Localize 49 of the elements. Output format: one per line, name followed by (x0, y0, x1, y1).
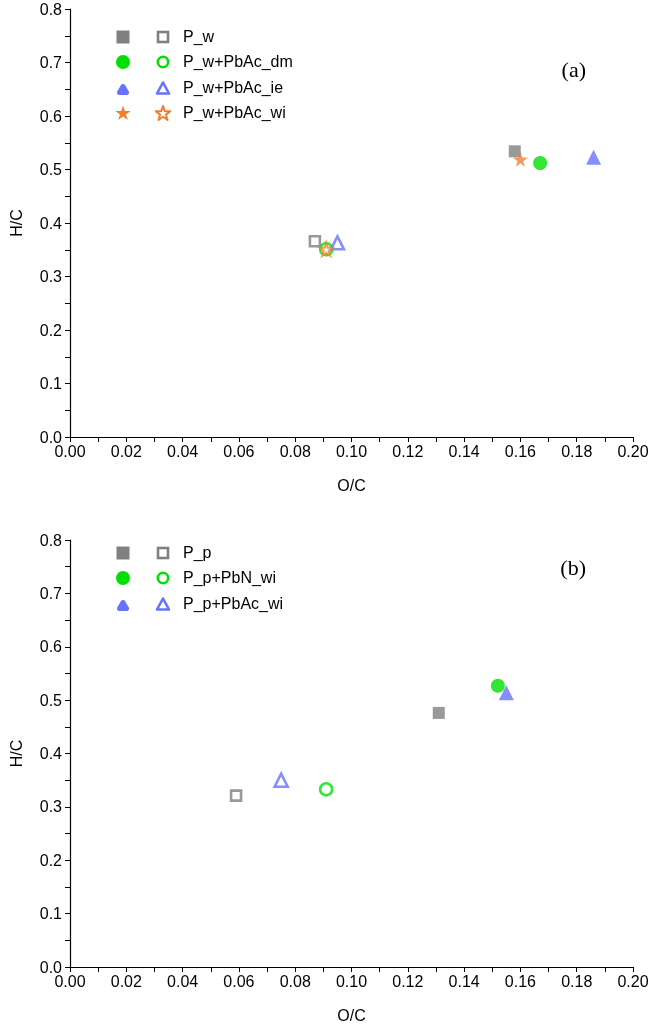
y-tick-label: 0.4 (39, 214, 63, 232)
y-tick-label: 0.4 (39, 745, 63, 762)
x-tick-label: 0.08 (279, 972, 311, 990)
x-tick-label: 0.20 (617, 972, 649, 990)
legend-label: P_w (183, 28, 215, 46)
legend-label: P_p+PbN_wi (183, 569, 276, 588)
x-tick-label: 0.16 (504, 972, 537, 990)
y-tick-label: 0.5 (39, 691, 63, 709)
x-tick-label: 0.16 (504, 442, 537, 460)
annotation: (b) (560, 554, 586, 580)
y-axis-title: H/C (7, 209, 25, 237)
y-tick-label: 0.6 (39, 638, 63, 656)
annotation: (a) (561, 56, 586, 82)
y-tick-label: 0.8 (39, 531, 63, 549)
x-axis-title: O/C (337, 476, 366, 494)
x-tick-label: 0.06 (223, 972, 255, 990)
x-tick-label: 0.12 (392, 442, 424, 460)
x-tick-label: 0.04 (167, 442, 199, 460)
x-tick-label: 0.20 (617, 442, 649, 460)
legend-label: P_p (183, 544, 212, 562)
x-tick-label: 0.18 (561, 972, 593, 990)
legend-label: P_w+PbAc_dm (183, 53, 293, 72)
y-tick-label: 0.5 (39, 161, 63, 178)
x-tick-label: 0.06 (223, 442, 255, 460)
x-tick-label: 0.10 (335, 442, 368, 460)
x-tick-label: 0.04 (167, 972, 199, 990)
x-tick-label: 0.14 (448, 442, 480, 460)
y-tick-label: 0.1 (39, 905, 63, 923)
x-tick-label: 0.14 (448, 972, 480, 990)
x-tick-label: 0.02 (110, 972, 142, 990)
y-tick-label: 0.7 (39, 54, 63, 71)
legend-label: P_w+PbAc_wi (183, 104, 286, 123)
x-tick-label: 0.10 (335, 972, 368, 990)
x-axis-title: O/C (337, 1006, 366, 1024)
x-tick-label: 0.02 (110, 442, 142, 460)
y-tick-label: 0.8 (39, 0, 63, 18)
y-tick-label: 0.3 (39, 268, 63, 285)
legend-label: P_w+PbAc_ie (183, 78, 284, 97)
y-axis-title: H/C (7, 739, 25, 768)
y-tick-label: 0.2 (39, 851, 63, 869)
y-tick-label: 0.7 (39, 584, 63, 602)
y-tick-label: 0.1 (39, 375, 63, 392)
legend-label: P_p+PbAc_wi (183, 594, 284, 613)
y-tick-label: 0.2 (39, 321, 63, 339)
y-tick-label: 0.6 (39, 107, 63, 125)
x-tick-label: 0.18 (561, 442, 593, 460)
x-tick-label: 0.08 (279, 442, 311, 460)
y-tick-label: 0.3 (39, 798, 63, 816)
x-tick-label: 0.12 (392, 972, 424, 990)
